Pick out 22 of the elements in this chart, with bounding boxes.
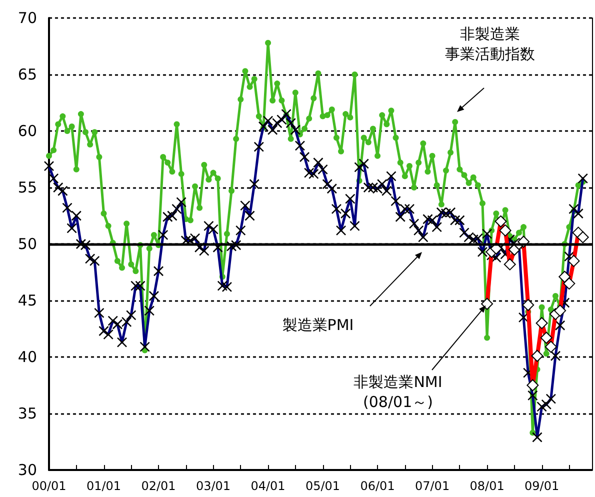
y-tick-label: 45 (18, 292, 37, 310)
y-tick-label: 65 (18, 66, 37, 84)
y-tick-label: 50 (18, 235, 37, 253)
y-tick-label: 55 (18, 178, 37, 196)
x-tick-label: 05/01 (305, 479, 340, 493)
x-tick-label: 00/01 (32, 479, 66, 493)
x-tick-label: 02/01 (141, 479, 176, 493)
x-tick-label: 08/01 (470, 479, 504, 493)
y-tick-label: 35 (18, 404, 37, 422)
annotation: 製造業PMI (282, 316, 354, 334)
y-tick-label: 60 (18, 122, 37, 140)
x-tick-label: 01/01 (86, 479, 122, 493)
y-tick-label: 30 (18, 461, 37, 479)
annotation: 非製造業事業活動指数 (445, 25, 535, 63)
x-tick-label: 04/01 (250, 479, 286, 493)
y-tick-label: 40 (18, 348, 37, 366)
y-tick-label: 70 (18, 9, 37, 27)
x-tick-label: 03/01 (196, 479, 231, 493)
x-tick-label: 09/01 (524, 479, 560, 493)
x-tick-label: 07/01 (414, 479, 450, 493)
x-tick-label: 06/01 (360, 479, 395, 493)
annotation: 非製造業NMI (08/01～) (354, 373, 442, 411)
